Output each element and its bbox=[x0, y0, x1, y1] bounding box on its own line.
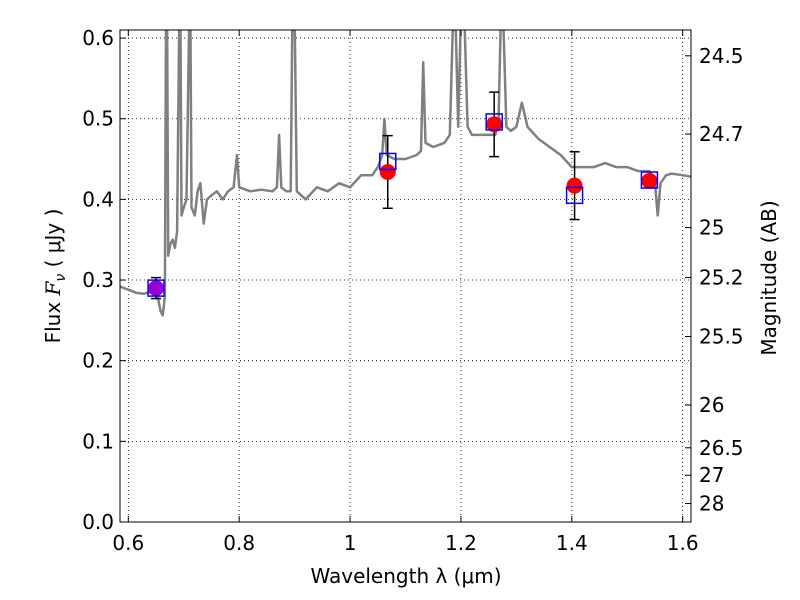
model-point-square bbox=[565, 186, 584, 205]
y2-tick-label: 25.2 bbox=[699, 266, 744, 290]
y-tick-label: 0.1 bbox=[82, 429, 114, 453]
y-tick-label: 0.5 bbox=[82, 107, 114, 131]
points-layer bbox=[147, 91, 659, 300]
spectrum-layer bbox=[120, 30, 691, 317]
x-tick-label: 0.8 bbox=[223, 531, 255, 555]
spectrum-line bbox=[120, 30, 691, 317]
y2-tick-label: 24.7 bbox=[699, 122, 744, 146]
y-axis-title-math: F bbox=[41, 280, 65, 296]
x-tick-label: 1 bbox=[344, 531, 357, 555]
y-axis-title-prefix: Flux bbox=[41, 295, 65, 343]
model-point-square bbox=[379, 152, 397, 171]
y2-tick-label: 24.5 bbox=[699, 44, 744, 68]
model-point-square bbox=[640, 171, 659, 189]
y-tick-label: 0.0 bbox=[82, 510, 114, 534]
observed-point bbox=[641, 172, 658, 189]
x-ticks: 0.6 0.8 1 1.2 1.4 1.6 bbox=[112, 30, 699, 555]
model-point-square bbox=[147, 279, 165, 297]
x-tick-label: 0.6 bbox=[112, 531, 144, 555]
y2-tick-label: 27 bbox=[699, 463, 724, 487]
observed-point bbox=[148, 280, 165, 297]
x-tick-label: 1.2 bbox=[445, 531, 477, 555]
y-tick-label: 0.2 bbox=[82, 349, 114, 373]
y2-tick-label: 28 bbox=[699, 491, 724, 515]
x-axis-title: Wavelength λ (μm) bbox=[310, 564, 501, 588]
y-tick-label: 0.4 bbox=[82, 187, 114, 211]
y2-axis-title: Magnitude (AB) bbox=[757, 200, 781, 355]
y2-tick-label: 25.5 bbox=[699, 324, 744, 348]
y2-ticks: 24.5 24.7 25 25.2 25.5 26 26.5 27 28 bbox=[685, 44, 744, 515]
x-tick-label: 1.6 bbox=[667, 531, 699, 555]
y-axis-title: Flux Fν ( μJy ) bbox=[41, 209, 69, 344]
model-point-square bbox=[485, 113, 503, 131]
y-axis-title-sub: ν bbox=[53, 274, 69, 282]
y-ticks: 0.0 0.1 0.2 0.3 0.4 0.5 0.6 bbox=[82, 26, 126, 534]
plot-frame bbox=[119, 29, 692, 523]
x-tick-label: 1.4 bbox=[556, 531, 588, 555]
observed-point bbox=[566, 177, 583, 194]
y2-tick-label: 26.5 bbox=[699, 436, 744, 460]
y-tick-label: 0.3 bbox=[82, 268, 114, 292]
y-tick-label: 0.6 bbox=[82, 26, 114, 50]
grid bbox=[120, 30, 691, 523]
y-axis-title-suffix: ( μJy ) bbox=[41, 209, 65, 274]
y2-tick-label: 25 bbox=[699, 216, 724, 240]
observed-point bbox=[379, 163, 396, 180]
y2-tick-label: 26 bbox=[699, 393, 724, 417]
